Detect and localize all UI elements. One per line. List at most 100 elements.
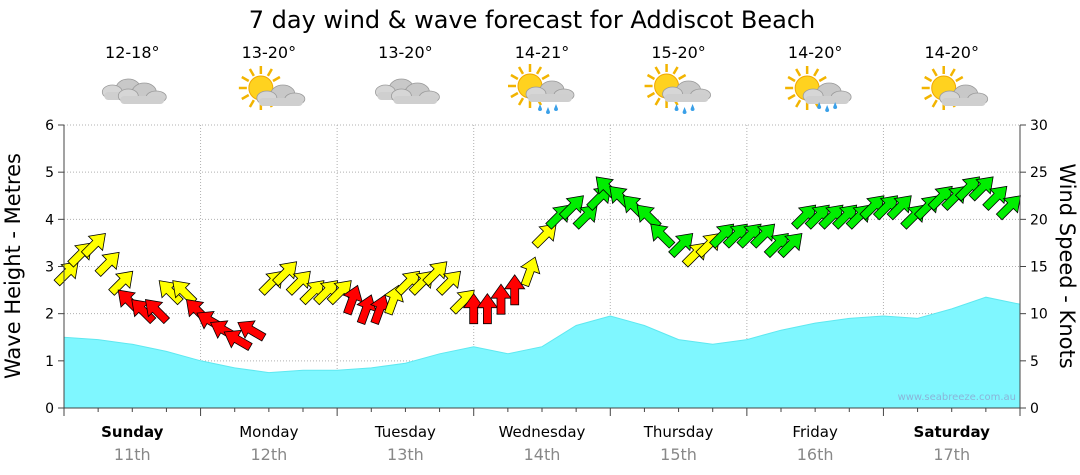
sun-ray: [248, 68, 255, 77]
day-label: Friday: [792, 423, 838, 441]
sun-ray: [931, 99, 938, 108]
weather-partly-cloudy-icon: [238, 66, 306, 110]
sun-ray: [654, 66, 661, 75]
sun-ray: [272, 75, 281, 83]
wind-arrow: [53, 261, 79, 287]
sun-ray: [517, 97, 525, 106]
wind-arrow: [750, 223, 776, 249]
sun-ray: [931, 68, 938, 77]
y2-tick-label: 25: [1030, 165, 1048, 181]
wind-arrow: [886, 195, 912, 221]
cloud-part: [941, 98, 986, 106]
cloud-part: [258, 98, 303, 106]
sun-ray: [510, 91, 519, 99]
wind-arrow: [777, 232, 803, 259]
y2-tick-label: 0: [1030, 401, 1039, 417]
day-label: Sunday: [101, 423, 164, 441]
watermark: www.seabreeze.com.au: [898, 392, 1016, 403]
temperature-range: 14-20°: [924, 43, 979, 62]
sun-ray: [248, 99, 255, 108]
weather-partly-cloudy-icon: [921, 66, 989, 110]
wind-arrow: [586, 185, 612, 211]
weather-cloudy-icon: [375, 78, 440, 104]
wind-arrow: [531, 223, 557, 249]
date-label: 11th: [114, 445, 151, 464]
y-axis-left-title: Wave Height - Metres: [1, 153, 25, 379]
wind-arrow: [237, 320, 267, 342]
sun-ray: [795, 99, 802, 108]
wind-arrow: [435, 270, 462, 296]
wind-arrow: [223, 329, 253, 352]
day-label: Saturday: [914, 423, 991, 441]
wind-arrow: [668, 232, 694, 259]
rain-drop: [833, 102, 838, 109]
temperature-range: 14-21°: [515, 43, 570, 62]
sun-ray: [535, 66, 543, 75]
wind-arrow: [968, 176, 994, 202]
wind-arrow: [94, 251, 120, 277]
sun-ray: [510, 73, 519, 81]
wind-arrow: [650, 223, 676, 249]
wind-arrow: [422, 261, 448, 287]
y-tick-label: 5: [45, 165, 54, 181]
sun-ray: [924, 75, 933, 83]
day-label: Monday: [239, 423, 298, 441]
rain-drop: [682, 107, 687, 114]
cloud-part: [120, 96, 165, 104]
y-tick-label: 3: [45, 260, 54, 276]
y-axis-right-title: Wind Speed - Knots: [1055, 163, 1079, 368]
sun-ray: [654, 97, 661, 106]
wind-arrow: [285, 270, 311, 296]
sun-ray: [266, 68, 273, 77]
wind-arrow: [520, 256, 541, 288]
temperature-range: 14-20°: [788, 43, 843, 62]
rain-drop: [538, 104, 542, 111]
temperature-range: 13-20°: [378, 43, 433, 62]
wind-arrow: [982, 185, 1008, 211]
wind-arrow: [572, 204, 598, 230]
sun-ray: [646, 73, 656, 81]
date-label: 15th: [660, 445, 697, 464]
wind-arrow: [272, 261, 298, 287]
sun-ray: [787, 75, 796, 83]
y-tick-label: 2: [45, 307, 54, 323]
temperature-range: 13-20°: [242, 43, 297, 62]
daily-forecast-row: 12-18° 13-20° 13-20° 14-21° 15-20° 14-20° 14-2…: [101, 43, 989, 114]
y2-tick-label: 5: [1030, 354, 1039, 370]
rain-drop: [825, 105, 830, 112]
day-label: Tuesday: [374, 423, 436, 441]
cloud-part: [805, 96, 850, 104]
y2-tick-label: 10: [1030, 307, 1048, 323]
sun-ray: [646, 91, 656, 99]
sun-ray: [517, 66, 525, 75]
sun-ray: [924, 93, 933, 101]
sun-ray: [241, 75, 250, 83]
rain-drop: [674, 104, 679, 111]
y-tick-label: 6: [45, 118, 54, 134]
weather-showers-icon: [644, 64, 711, 114]
wind-arrow: [503, 274, 526, 306]
weather-sun-showers-icon: [785, 66, 852, 112]
sun-ray: [795, 68, 802, 77]
sun-ray: [541, 73, 550, 81]
date-label: 13th: [387, 445, 424, 464]
sun-ray: [949, 68, 956, 77]
rain-drop: [690, 104, 695, 111]
weather-showers-icon: [508, 64, 575, 114]
y-tick-label: 1: [45, 354, 54, 370]
cloud-part: [393, 96, 438, 104]
wind-arrow: [995, 195, 1021, 221]
wind-arrow: [490, 283, 512, 315]
day-label: Thursday: [643, 423, 714, 441]
wind-arrow: [80, 232, 106, 259]
axes: 0 1 2 3 4 5 6 0 5 10 15 20 25 30 Sunday 11th Monday 12th T…: [45, 118, 1048, 464]
temperature-range: 15-20°: [651, 43, 706, 62]
date-label: 14th: [524, 445, 561, 464]
wave-height-area: [63, 296, 1021, 409]
y2-tick-label: 30: [1030, 118, 1048, 134]
wave-height-series: [63, 296, 1021, 409]
sun-ray: [678, 73, 687, 81]
wind-arrow: [476, 293, 499, 325]
weather-cloudy-icon: [101, 78, 167, 104]
wind-arrows: [53, 176, 1021, 352]
